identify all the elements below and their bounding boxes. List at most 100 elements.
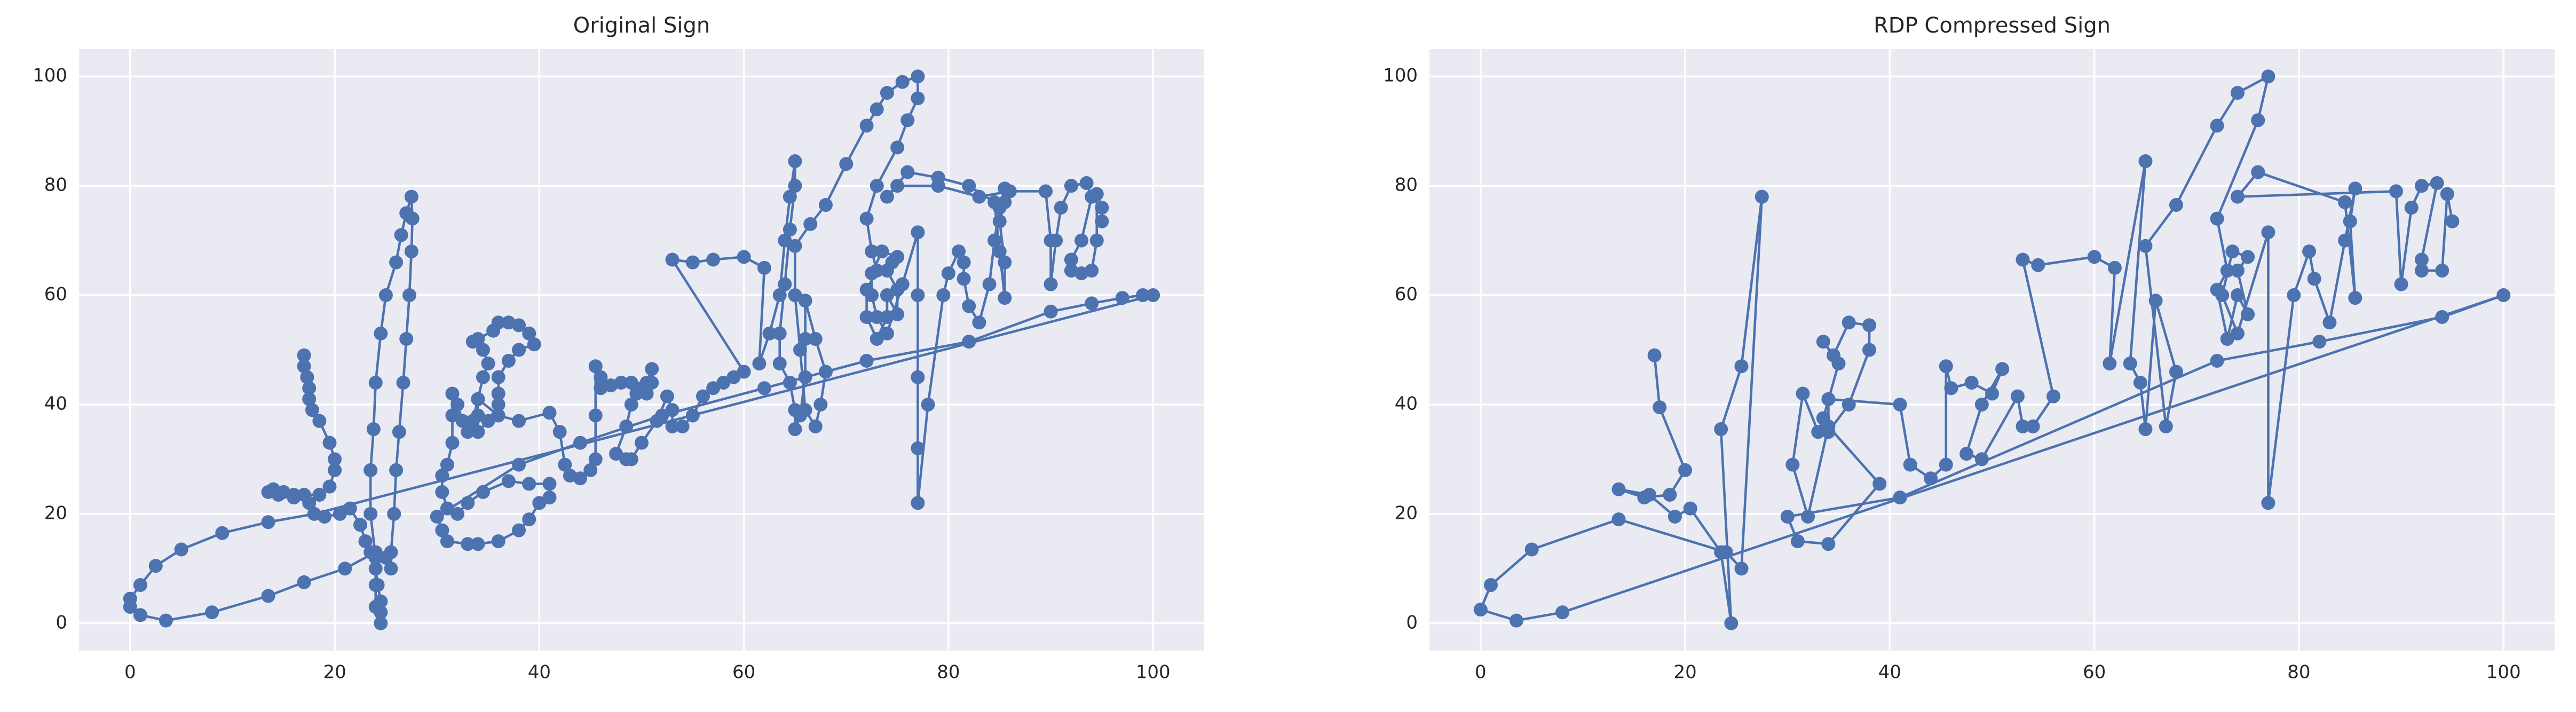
point — [501, 353, 516, 368]
point — [2435, 310, 2449, 325]
point — [205, 605, 219, 620]
point — [788, 179, 802, 193]
point — [757, 381, 771, 395]
point — [921, 397, 935, 412]
point — [588, 359, 603, 374]
point — [1115, 291, 1129, 305]
point — [875, 244, 889, 259]
point — [1136, 288, 1150, 303]
point — [2251, 165, 2265, 179]
point — [2496, 288, 2511, 303]
point — [491, 370, 505, 384]
point — [614, 375, 628, 390]
point — [461, 425, 475, 439]
point — [512, 318, 526, 333]
point — [2394, 277, 2408, 291]
point — [2107, 260, 2122, 275]
point — [1974, 397, 1989, 412]
point — [788, 154, 802, 169]
point — [957, 272, 971, 286]
point — [461, 496, 475, 510]
point — [1893, 491, 1907, 505]
point — [2343, 214, 2357, 228]
point — [374, 326, 388, 341]
point — [312, 488, 327, 502]
point — [404, 189, 418, 204]
point — [445, 408, 460, 423]
point — [287, 488, 301, 502]
point — [1924, 471, 1938, 486]
point — [911, 496, 925, 510]
point — [2338, 195, 2352, 209]
point — [307, 507, 321, 521]
point — [430, 509, 444, 524]
point — [542, 477, 557, 491]
point — [859, 353, 874, 368]
point — [890, 140, 905, 155]
point — [338, 561, 352, 576]
point — [522, 512, 536, 527]
point — [1555, 605, 1570, 620]
point — [2302, 244, 2317, 259]
point — [312, 414, 327, 428]
point — [2322, 315, 2337, 330]
point — [2169, 365, 2183, 379]
point — [2287, 288, 2301, 303]
point — [364, 463, 378, 477]
point — [2220, 263, 2234, 278]
point — [1473, 603, 1488, 617]
point — [1044, 304, 1058, 319]
point — [2414, 179, 2429, 193]
y-tick-label: 80 — [44, 175, 67, 196]
y-tick-label: 100 — [1383, 65, 1418, 86]
point — [1903, 457, 1917, 472]
point — [1893, 397, 1907, 412]
point — [491, 534, 505, 549]
point — [481, 357, 495, 371]
point — [271, 488, 286, 502]
point — [435, 469, 449, 483]
point — [392, 425, 406, 439]
point — [1811, 425, 1826, 439]
point — [583, 463, 598, 477]
point — [1974, 452, 1989, 466]
point — [1095, 214, 1109, 228]
point — [440, 457, 454, 472]
point — [2414, 263, 2429, 278]
point — [573, 471, 588, 486]
point — [752, 357, 767, 371]
x-tick-label: 80 — [937, 662, 960, 683]
point — [1611, 512, 1626, 527]
point — [374, 616, 388, 630]
point — [491, 386, 505, 401]
point — [1064, 179, 1078, 193]
point — [1509, 613, 1523, 628]
point — [788, 288, 802, 303]
point — [1719, 545, 1733, 559]
point — [396, 375, 410, 390]
point — [1054, 201, 1068, 215]
point — [962, 179, 976, 193]
point — [527, 337, 541, 352]
y-tick-label: 100 — [33, 65, 67, 86]
point — [1089, 233, 1104, 248]
point — [1985, 386, 1999, 401]
point — [880, 326, 894, 341]
point — [451, 397, 465, 412]
point — [2159, 419, 2173, 433]
point — [1995, 362, 2010, 376]
point — [522, 477, 536, 491]
point — [2210, 211, 2224, 226]
point — [133, 608, 147, 622]
point — [957, 255, 971, 270]
point — [2261, 69, 2275, 84]
point — [476, 343, 490, 357]
point — [859, 118, 874, 133]
x-tick-label: 40 — [528, 662, 551, 683]
point — [911, 441, 925, 455]
point — [594, 370, 608, 384]
point — [1785, 457, 1800, 472]
point — [476, 485, 490, 499]
point — [685, 255, 700, 270]
point — [368, 600, 383, 614]
